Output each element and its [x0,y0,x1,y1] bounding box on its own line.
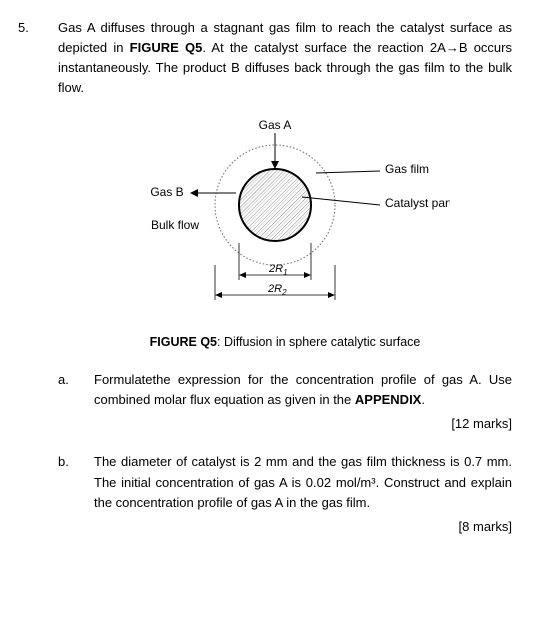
part-b: b. The diameter of catalyst is 2 mm and … [58,452,512,537]
part-a: a. Formulatethe expression for the conce… [58,370,512,434]
label-catalyst: Catalyst particle [385,196,450,210]
part-a-text: Formulatethe expression for the concentr… [94,370,512,410]
part-a-marks: [12 marks] [94,414,512,434]
dim-r2-arrow-l [215,292,222,298]
arrow-gas-b-head [190,189,198,197]
label-bulk-flow: Bulk flow [151,218,199,232]
figure-caption-rest: : Diffusion in sphere catalytic surface [217,335,420,349]
figure-svg: Gas A Gas B Bulk flow Gas film Catalyst … [120,115,450,325]
dim-r2-arrow-r [328,292,335,298]
arrow-gas-a-head [271,161,279,169]
figure-caption-bold: FIGURE Q5 [150,335,217,349]
question-block: 5. Gas A diffuses through a stagnant gas… [18,18,512,537]
label-gas-a: Gas A [259,118,292,132]
part-a-label: a. [58,370,76,434]
pointer-gas-film [316,171,380,173]
dim-r1-arrow-r [304,272,311,278]
inner-circle [239,169,311,241]
part-b-label: b. [58,452,76,537]
part-a-body: Formulatethe expression for the concentr… [94,370,512,434]
question-body: Gas A diffuses through a stagnant gas fi… [58,18,512,537]
figure-wrapper: Gas A Gas B Bulk flow Gas film Catalyst … [58,115,512,325]
dim-r1-label: 2R1 [268,263,288,277]
part-b-marks: [8 marks] [94,517,512,537]
figure-caption: FIGURE Q5: Diffusion in sphere catalytic… [58,333,512,352]
dim-r2-label: 2R2 [267,283,287,297]
pointer-catalyst [302,197,380,205]
dim-r1-arrow-l [239,272,246,278]
intro-figure-ref: FIGURE Q5 [130,40,203,55]
part-a-t1: Formulatethe expression for the concentr… [94,372,512,407]
part-a-t2: . [421,392,425,407]
question-number: 5. [18,18,40,537]
label-gas-b: Gas B [150,185,183,199]
label-gas-film: Gas film [385,162,429,176]
part-a-appendix: APPENDIX [355,392,421,407]
intro-text: Gas A diffuses through a stagnant gas fi… [58,18,512,99]
part-b-text: The diameter of catalyst is 2 mm and the… [94,452,512,512]
part-b-body: The diameter of catalyst is 2 mm and the… [94,452,512,537]
